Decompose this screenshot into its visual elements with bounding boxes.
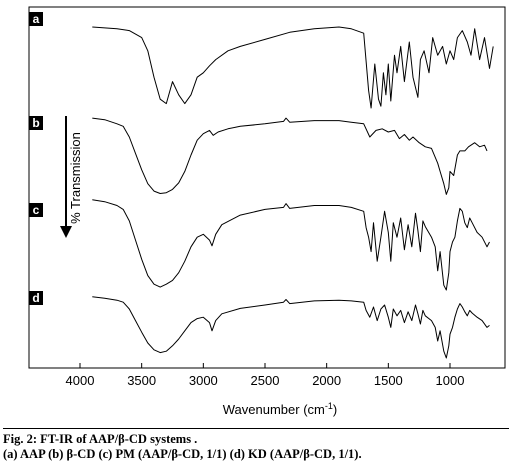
figure-caption: Fig. 2: FT-IR of AAP/β-CD systems . (a) … bbox=[3, 428, 509, 462]
x-axis-title-sup: -1 bbox=[325, 401, 333, 411]
spectrum-line-c bbox=[92, 199, 490, 291]
x-axis-title-close: ) bbox=[333, 402, 337, 417]
x-tick-label: 3000 bbox=[189, 373, 218, 388]
x-tick-label: 1500 bbox=[374, 373, 403, 388]
x-tick-label: 3500 bbox=[127, 373, 156, 388]
x-tick-label: 1000 bbox=[436, 373, 465, 388]
x-axis-ticks: 4000 3500 3000 2500 2000 1500 1000 bbox=[66, 363, 465, 388]
x-tick-label: 4000 bbox=[66, 373, 95, 388]
panel-tag-b: b bbox=[29, 116, 43, 130]
panel-tag-d: d bbox=[29, 291, 43, 305]
svg-text:d: d bbox=[32, 291, 39, 305]
x-axis-title: Wavenumber (cm-1) bbox=[223, 401, 337, 417]
panel-tag-a: a bbox=[29, 12, 43, 26]
svg-text:b: b bbox=[32, 116, 39, 130]
ftir-chart: 4000 3500 3000 2500 2000 1500 1000 a b c d % T… bbox=[28, 6, 506, 417]
spectrum-line-b bbox=[92, 117, 488, 195]
x-tick-label: 2000 bbox=[312, 373, 341, 388]
plot-frame bbox=[28, 6, 506, 369]
caption-line-2: (a) AAP (b) β-CD (c) PM (AAP/β-CD, 1/1) … bbox=[3, 447, 362, 461]
panel-tag-c: c bbox=[29, 203, 43, 217]
transmission-arrow bbox=[60, 116, 72, 238]
svg-text:a: a bbox=[33, 12, 40, 26]
y-axis-title: % Transmission bbox=[68, 132, 83, 224]
spectrum-line-a bbox=[92, 26, 494, 109]
spectrum-line-d bbox=[92, 296, 490, 359]
caption-line-1: Fig. 2: FT-IR of AAP/β-CD systems . bbox=[3, 432, 198, 446]
svg-text:c: c bbox=[33, 203, 40, 217]
spectra-group bbox=[92, 26, 494, 359]
x-tick-label: 2500 bbox=[251, 373, 280, 388]
x-axis-title-main: Wavenumber (cm bbox=[223, 402, 325, 417]
